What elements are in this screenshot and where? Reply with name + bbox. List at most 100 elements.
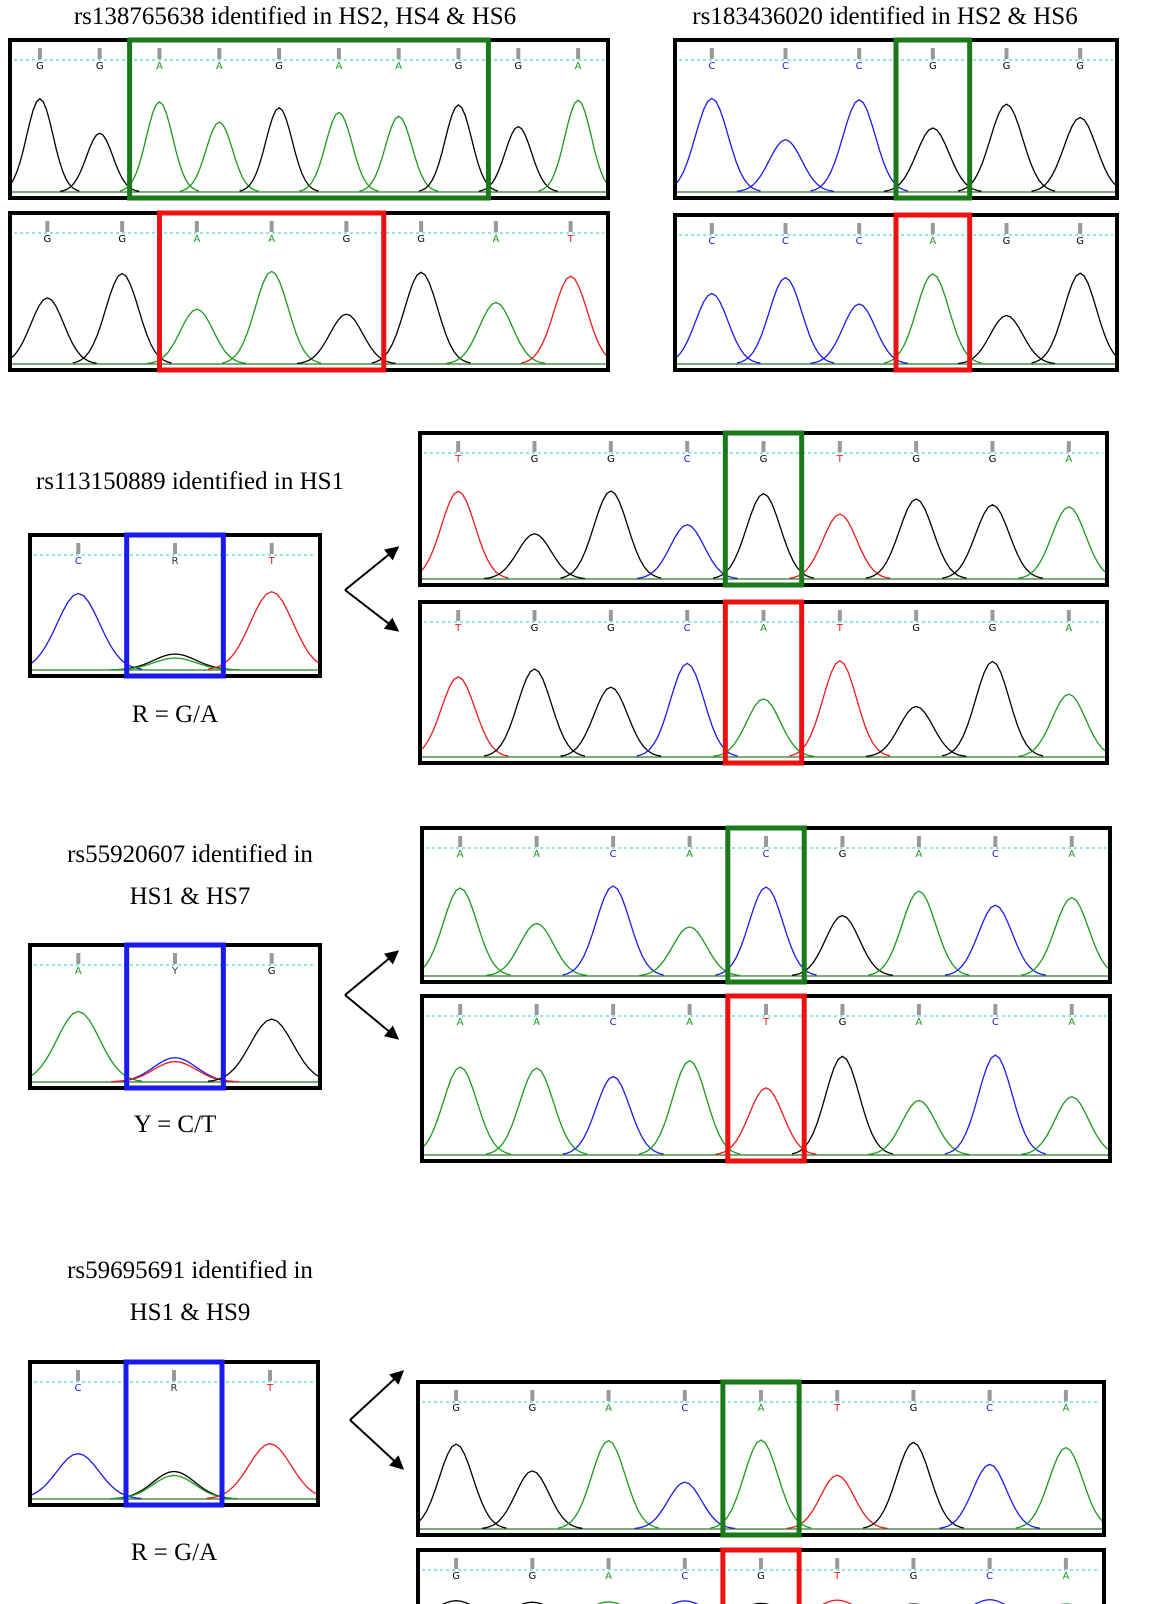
base-call: G xyxy=(760,454,768,465)
base-tick xyxy=(857,48,861,59)
base-call: G xyxy=(514,61,522,72)
base-tick xyxy=(533,441,537,452)
base-call: A xyxy=(156,61,163,72)
base-call: C xyxy=(681,1571,688,1582)
base-tick xyxy=(764,1004,768,1015)
base-tick xyxy=(911,1390,915,1401)
base-call: A xyxy=(929,236,936,247)
base-tick xyxy=(784,48,788,59)
base-call: G xyxy=(1076,236,1084,247)
base-call: G xyxy=(757,1571,765,1582)
base-call: G xyxy=(528,1403,536,1414)
base-call: A xyxy=(75,966,82,977)
base-tick xyxy=(762,441,766,452)
base-call: A xyxy=(760,623,767,634)
base-tick xyxy=(569,221,573,232)
arrow xyxy=(350,1372,402,1420)
base-tick xyxy=(759,1558,763,1569)
base-call: A xyxy=(1065,623,1072,634)
base-call: G xyxy=(910,1571,918,1582)
base-tick xyxy=(1005,223,1009,234)
base-tick xyxy=(270,543,274,554)
base-tick xyxy=(1064,1390,1068,1401)
base-call: G xyxy=(839,1017,847,1028)
base-tick xyxy=(609,441,613,452)
base-call: A xyxy=(268,234,275,245)
chromatogram: GGACATGCA xyxy=(406,1382,1116,1535)
base-tick xyxy=(120,221,124,232)
arrow xyxy=(345,952,397,995)
base-tick xyxy=(1064,1558,1068,1569)
base-call: C xyxy=(782,61,789,72)
base-tick xyxy=(993,1004,997,1015)
section-title: rs138765638 identified in HS2, HS4 & HS6 xyxy=(74,3,516,30)
base-call: A xyxy=(605,1571,612,1582)
base-tick xyxy=(268,1370,272,1381)
base-tick xyxy=(838,441,842,452)
base-call: G xyxy=(417,234,425,245)
base-tick xyxy=(835,1390,839,1401)
base-call: Y xyxy=(171,966,179,977)
section-title: HS1 & HS7 xyxy=(130,883,251,910)
base-tick xyxy=(535,1004,539,1015)
base-call: G xyxy=(1076,61,1084,72)
base-call: A xyxy=(193,234,200,245)
base-tick xyxy=(991,610,995,621)
base-tick xyxy=(173,543,177,554)
base-call: G xyxy=(839,849,847,860)
base-tick xyxy=(710,48,714,59)
base-tick xyxy=(337,48,341,59)
base-tick xyxy=(685,441,689,452)
base-call: T xyxy=(454,454,462,465)
base-call: A xyxy=(533,849,540,860)
section-title: rs113150889 identified in HS1 xyxy=(36,468,344,495)
base-tick xyxy=(76,1370,80,1381)
base-tick xyxy=(917,1004,921,1015)
base-tick xyxy=(217,48,221,59)
base-tick xyxy=(611,836,615,847)
base-call: C xyxy=(610,849,617,860)
base-tick xyxy=(158,48,162,59)
base-tick xyxy=(457,48,461,59)
base-call: C xyxy=(75,1383,82,1394)
base-call: G xyxy=(910,1403,918,1414)
base-tick xyxy=(993,836,997,847)
base-tick xyxy=(456,441,460,452)
base-call: C xyxy=(763,849,770,860)
base-call: A xyxy=(492,234,499,245)
base-tick xyxy=(454,1390,458,1401)
base-tick xyxy=(840,836,844,847)
base-tick xyxy=(277,48,281,59)
section-title: rs55920607 identified in xyxy=(67,841,313,868)
arrow xyxy=(350,1420,402,1468)
base-call: G xyxy=(989,623,997,634)
base-tick xyxy=(76,953,80,964)
base-tick xyxy=(1070,1004,1074,1015)
base-call: C xyxy=(986,1571,993,1582)
base-tick xyxy=(688,1004,692,1015)
base-tick xyxy=(988,1558,992,1569)
base-tick xyxy=(607,1558,611,1569)
base-call: C xyxy=(610,1017,617,1028)
chromatogram: CRT xyxy=(15,1362,334,1505)
base-call: A xyxy=(457,1017,464,1028)
page: rs138765638 identified in HS2, HS4 & HS6… xyxy=(0,0,1168,1604)
base-call: G xyxy=(268,966,276,977)
section-title: rs59695691 identified in xyxy=(67,1257,313,1284)
base-tick xyxy=(458,1004,462,1015)
base-tick xyxy=(494,221,498,232)
base-tick xyxy=(1067,610,1071,621)
base-call: A xyxy=(758,1403,765,1414)
base-tick xyxy=(397,48,401,59)
base-tick xyxy=(45,221,49,232)
arrow xyxy=(345,995,397,1038)
base-call: C xyxy=(856,61,863,72)
genotype-key: R = G/A xyxy=(132,701,218,728)
base-call: A xyxy=(395,61,402,72)
section-title: HS1 & HS9 xyxy=(130,1299,251,1326)
base-call: A xyxy=(457,849,464,860)
base-call: C xyxy=(992,1017,999,1028)
base-call: G xyxy=(36,61,44,72)
